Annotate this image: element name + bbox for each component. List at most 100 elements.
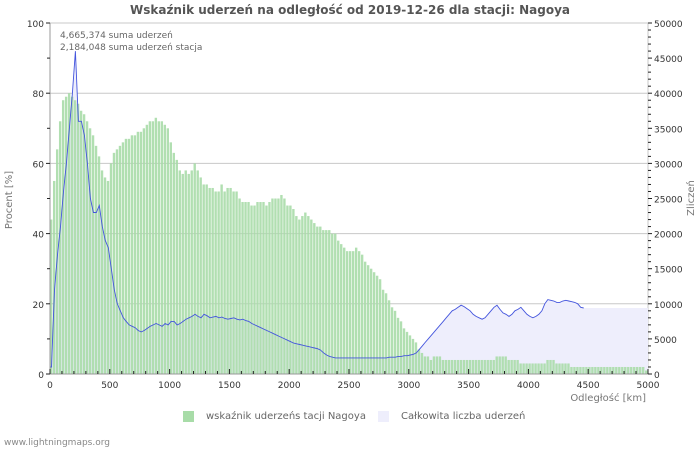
ratio-bar	[489, 359, 492, 374]
ratio-bar	[103, 177, 107, 374]
ratio-bar	[414, 342, 418, 374]
legend-swatch-lavender	[378, 411, 389, 422]
ratio-bar	[516, 359, 519, 374]
ratio-bar	[381, 289, 385, 374]
x-tick-label: 5000	[637, 381, 660, 391]
ratio-bar	[597, 366, 600, 374]
ratio-bar	[337, 240, 340, 374]
ratio-bar	[316, 226, 319, 374]
ratio-bar	[178, 170, 181, 374]
ratio-bar	[624, 366, 627, 374]
ratio-bar	[50, 219, 53, 374]
right-tick-label: 5000	[654, 336, 677, 346]
ratio-bar	[603, 366, 606, 374]
ratio-bar	[301, 216, 304, 374]
ratio-bar	[298, 219, 301, 374]
ratio-bar	[331, 233, 334, 374]
ratio-bar	[621, 366, 624, 374]
ratio-bar	[591, 366, 594, 374]
ratio-bar	[229, 187, 232, 374]
ratio-bar	[561, 363, 564, 374]
ratio-bar	[169, 142, 172, 374]
left-tick-label: 80	[33, 90, 45, 100]
ratio-bar	[112, 152, 116, 374]
ratio-bar	[549, 359, 552, 374]
ratio-bar	[139, 131, 143, 374]
left-tick-label: 0	[38, 371, 44, 381]
ratio-bar	[582, 366, 585, 374]
ratio-bar	[639, 366, 642, 374]
right-tick-label: 45000	[654, 55, 683, 65]
x-axis-label: Odległość [km]	[570, 392, 646, 404]
ratio-bar	[148, 121, 152, 374]
ratio-bar	[630, 366, 633, 374]
x-tick-label: 500	[101, 381, 118, 391]
right-tick-label: 30000	[654, 160, 683, 170]
ratio-bar	[477, 359, 480, 374]
ratio-bar	[247, 202, 250, 374]
total-strikes-line	[50, 51, 584, 368]
ratio-bar	[73, 100, 77, 374]
ratio-bar	[52, 180, 56, 374]
right-tick-label: 40000	[654, 90, 683, 100]
ratio-bar	[636, 366, 639, 374]
ratio-bar	[127, 138, 131, 374]
ratio-bar	[450, 359, 454, 374]
legend-item-ratio: wskaźnik uderzeńs tacji Nagoya	[183, 411, 366, 422]
ratio-bar	[172, 152, 175, 374]
ratio-bar	[609, 366, 612, 374]
ratio-bar	[588, 366, 591, 374]
ratio-bar	[429, 359, 433, 374]
ratio-bar	[474, 359, 477, 374]
ratio-bar	[615, 366, 618, 374]
ratio-bar	[573, 366, 576, 374]
ratio-bar	[58, 121, 62, 374]
left-tick-label: 20	[33, 301, 45, 311]
ratio-bar	[402, 328, 406, 374]
ratio-bar	[540, 363, 543, 374]
ratio-bar	[558, 363, 561, 374]
ratio-bar	[399, 321, 403, 374]
ratio-bar	[187, 173, 190, 374]
ratio-bar	[151, 121, 155, 374]
ratio-bar	[64, 96, 68, 375]
ratio-bar	[456, 359, 460, 374]
ratio-bar	[286, 205, 289, 374]
ratio-bar	[262, 202, 265, 374]
ratio-bar	[100, 170, 104, 374]
ratio-bar	[256, 202, 259, 374]
ratio-bar	[420, 352, 424, 374]
ratio-bar	[438, 356, 442, 374]
ratio-bar	[214, 191, 217, 374]
ratio-bar	[411, 338, 415, 374]
ratio-bar	[193, 163, 196, 374]
ratio-bar	[241, 202, 244, 374]
ratio-bar	[190, 170, 193, 374]
ratio-bar	[202, 184, 205, 374]
ratio-bar	[360, 254, 364, 374]
x-tick-label: 2000	[278, 381, 301, 391]
ratio-bar	[645, 370, 648, 374]
legend: wskaźnik uderzeńs tacji Nagoya Całkowita…	[0, 411, 700, 425]
ratio-bar	[205, 184, 208, 374]
ratio-bar	[118, 145, 122, 374]
ratio-bar	[91, 135, 95, 374]
ratio-bar	[444, 359, 448, 374]
ratio-bar	[295, 216, 298, 374]
ratio-bar	[537, 363, 540, 374]
ratio-bar	[495, 356, 498, 374]
ratio-bar	[76, 103, 80, 374]
x-tick-label: 4000	[517, 381, 540, 391]
ratio-bar	[349, 251, 352, 374]
ratio-bar	[133, 135, 137, 374]
ratio-bar	[235, 191, 238, 374]
ratio-bar	[462, 359, 466, 374]
ratio-bar	[396, 317, 400, 374]
ratio-bar	[142, 128, 146, 374]
ratio-bar	[480, 359, 483, 374]
right-tick-label: 20000	[654, 231, 683, 241]
ratio-bar	[226, 187, 229, 374]
ratio-bar	[393, 310, 397, 374]
left-tick-label: 60	[33, 160, 45, 170]
ratio-bar	[576, 366, 579, 374]
